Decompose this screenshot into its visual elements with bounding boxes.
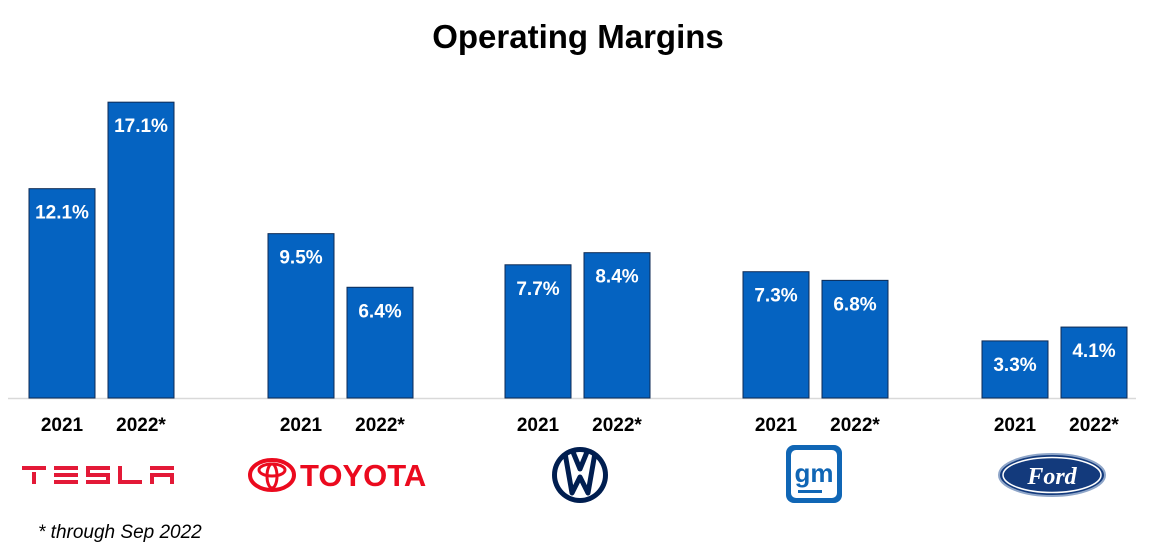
data-label: 12.1%: [35, 203, 89, 224]
tesla-logo-icon: [22, 466, 174, 484]
toyota-wordmark: TOYOTA: [300, 458, 426, 493]
data-label: 17.1%: [114, 116, 168, 137]
bar-group-volkswagen: 7.7% 2021 8.4% 2022*: [504, 252, 651, 436]
x-tick-label: 2022*: [830, 415, 880, 436]
bar: [504, 264, 572, 399]
data-label: 9.5%: [279, 248, 322, 269]
gm-logo-icon: gm: [786, 445, 842, 503]
bar: [1060, 326, 1128, 399]
bar-group-toyota: 9.5% 2021 6.4% 2022*: [267, 233, 414, 436]
x-tick-label: 2022*: [116, 415, 166, 436]
bar: [28, 188, 96, 399]
data-label: 6.8%: [833, 294, 876, 315]
bar-group-tesla: 12.1% 2021 17.1% 2022*: [28, 101, 175, 436]
bar: [583, 252, 651, 399]
bar: [346, 286, 414, 399]
data-label: 3.3%: [993, 355, 1036, 376]
data-label: 7.3%: [754, 286, 797, 307]
x-tick-label: 2022*: [355, 415, 405, 436]
footnote: * through Sep 2022: [38, 522, 202, 543]
bar: [107, 101, 175, 399]
x-tick-label: 2021: [755, 415, 798, 436]
x-tick-label: 2021: [280, 415, 323, 436]
bar-chart: 12.1%202117.1%2022*9.5%20216.4%2022*7.7%…: [8, 101, 1136, 503]
data-label: 7.7%: [516, 279, 559, 300]
bar: [981, 340, 1049, 399]
data-label: 4.1%: [1072, 341, 1115, 362]
bar: [267, 233, 335, 399]
x-tick-label: 2021: [41, 415, 84, 436]
bar-group-ford: 3.3% 2021 4.1% 2022*: [981, 326, 1128, 436]
chart-title: Operating Margins: [432, 18, 724, 55]
bar: [742, 271, 810, 399]
data-label: 8.4%: [595, 267, 638, 288]
x-tick-label: 2021: [517, 415, 560, 436]
bar: [821, 279, 889, 399]
data-label: 6.4%: [358, 301, 401, 322]
volkswagen-logo-icon: [552, 447, 608, 503]
x-tick-label: 2021: [994, 415, 1037, 436]
ford-wordmark: Ford: [1026, 464, 1077, 490]
toyota-logo-icon: TOYOTA: [248, 458, 426, 493]
ford-logo-icon: Ford: [998, 453, 1106, 497]
gm-wordmark: gm: [795, 458, 834, 488]
x-tick-label: 2022*: [592, 415, 642, 436]
bar-group-gm: 7.3% 2021 6.8% 2022*: [742, 271, 889, 436]
x-tick-label: 2022*: [1069, 415, 1119, 436]
